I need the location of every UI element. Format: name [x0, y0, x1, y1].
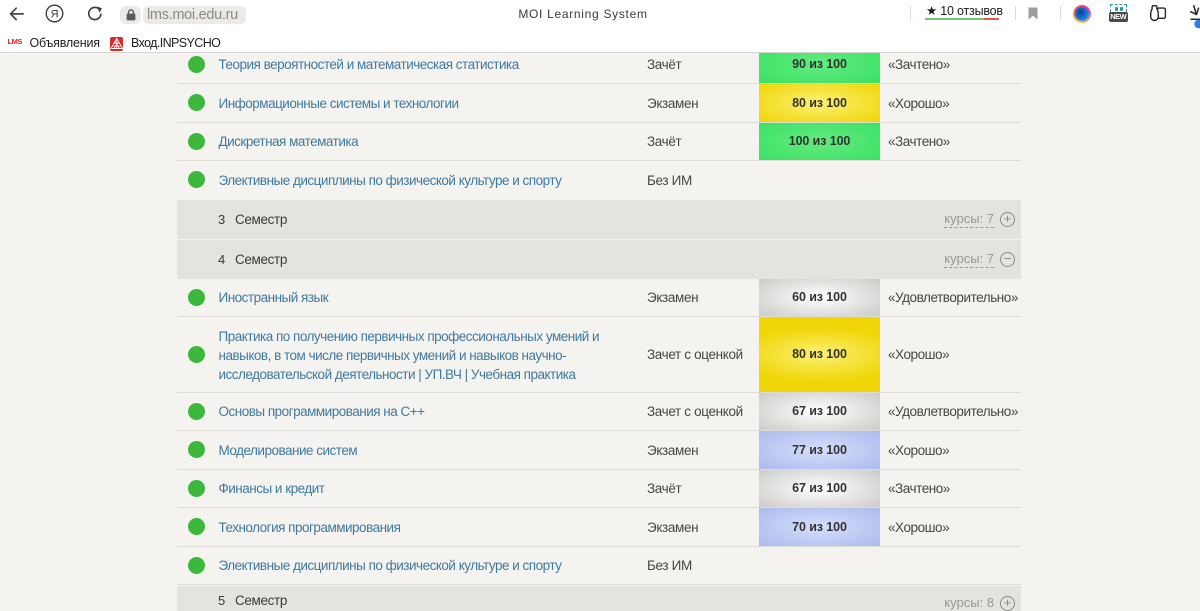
svg-text:Я: Я [51, 9, 59, 21]
